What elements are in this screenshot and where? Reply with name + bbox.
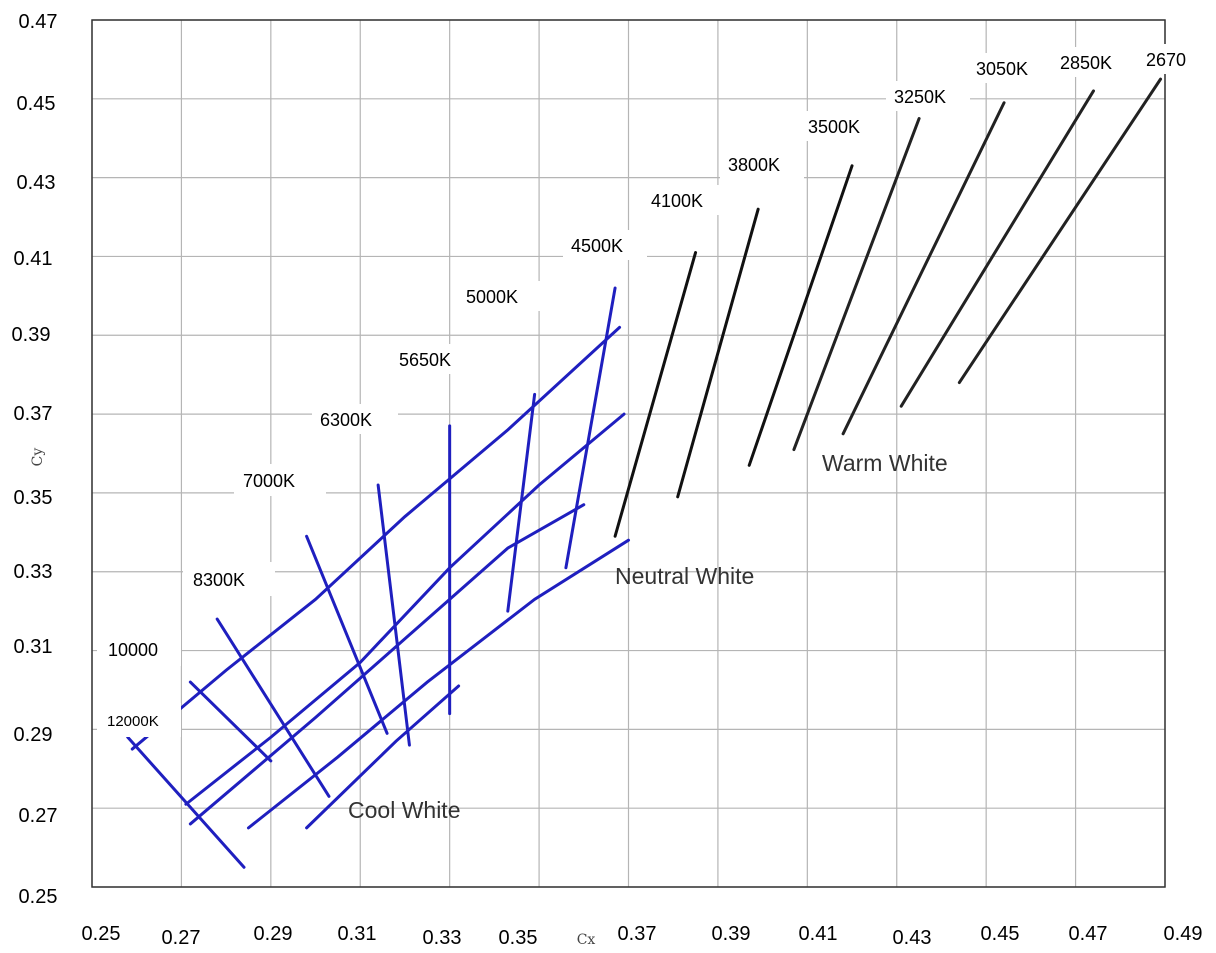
x-tick-label: 0.29	[254, 923, 293, 945]
y-tick-label: 0.31	[14, 636, 53, 658]
cct-isotherm-line	[749, 166, 852, 466]
y-tick-label: 0.35	[14, 487, 53, 509]
cct-label: 5000K	[466, 287, 518, 307]
region-label-cool: Cool White	[348, 797, 460, 823]
cct-label: 3050K	[976, 59, 1028, 79]
x-tick-label: 0.31	[338, 923, 377, 945]
x-tick-label: 0.33	[423, 927, 462, 949]
cct-label: 4500K	[571, 236, 623, 256]
x-tick-label: 0.45	[981, 923, 1020, 945]
cct-isotherm-line	[190, 682, 270, 761]
grid	[92, 20, 1165, 887]
x-tick-label: 0.27	[162, 927, 201, 949]
cct-label: 3500K	[808, 117, 860, 137]
y-tick-label: 0.25	[19, 886, 58, 908]
x-tick-label: 0.39	[712, 923, 751, 945]
cct-isotherm-line	[128, 737, 244, 867]
cct-labels: 12000K 10000 8300K 7000K 6300K 5650K 500…	[97, 44, 1206, 737]
band-line	[132, 327, 619, 749]
cct-label: 7000K	[243, 471, 295, 491]
x-tick-label: 0.47	[1069, 923, 1108, 945]
cct-label: 10000	[108, 640, 158, 660]
x-tick-label: 0.43	[893, 927, 932, 949]
cct-label: 2850K	[1060, 53, 1112, 73]
cct-isotherm-line	[959, 79, 1160, 382]
cct-label: 2670	[1146, 50, 1186, 70]
cct-isotherm-line	[843, 103, 1004, 434]
y-tick-label: 0.29	[14, 724, 53, 746]
band-line	[248, 540, 628, 828]
cct-isotherm-line	[217, 619, 329, 796]
y-tick-label: 0.41	[14, 248, 53, 270]
cct-isotherm-line	[615, 253, 695, 537]
cct-label: 5650K	[399, 350, 451, 370]
cct-label: 6300K	[320, 410, 372, 430]
region-label-neutral: Neutral White	[615, 563, 754, 589]
y-tick-label: 0.33	[14, 561, 53, 583]
region-label-warm: Warm White	[822, 450, 948, 476]
x-tick-label: 0.41	[799, 923, 838, 945]
cct-label: 3800K	[728, 155, 780, 175]
y-tick-label: 0.27	[19, 805, 58, 827]
cct-label: 12000K	[107, 713, 159, 730]
cct-label: 8300K	[193, 570, 245, 590]
y-tick-label: 0.47	[19, 11, 58, 33]
y-tick-label: 0.39	[12, 324, 51, 346]
cct-isotherm-line	[307, 536, 387, 733]
x-tick-label: 0.25	[82, 923, 121, 945]
x-tick-label: 0.35	[499, 927, 538, 949]
x-axis-title: Cx	[577, 932, 596, 948]
y-tick-label: 0.45	[17, 93, 56, 115]
y-tick-label: 0.37	[14, 403, 53, 425]
y-tick-label: 0.43	[17, 172, 56, 194]
cct-isotherm-line	[901, 91, 1093, 406]
y-axis-title: Cy	[30, 448, 46, 467]
x-tick-label: 0.37	[618, 923, 657, 945]
cct-label: 4100K	[651, 191, 703, 211]
cct-label: 3250K	[894, 87, 946, 107]
x-tick-label: 0.49	[1164, 923, 1203, 945]
x-tick-labels: 0.25 0.27 0.29 0.31 0.33 0.35 0.37 0.39 …	[82, 923, 1203, 949]
